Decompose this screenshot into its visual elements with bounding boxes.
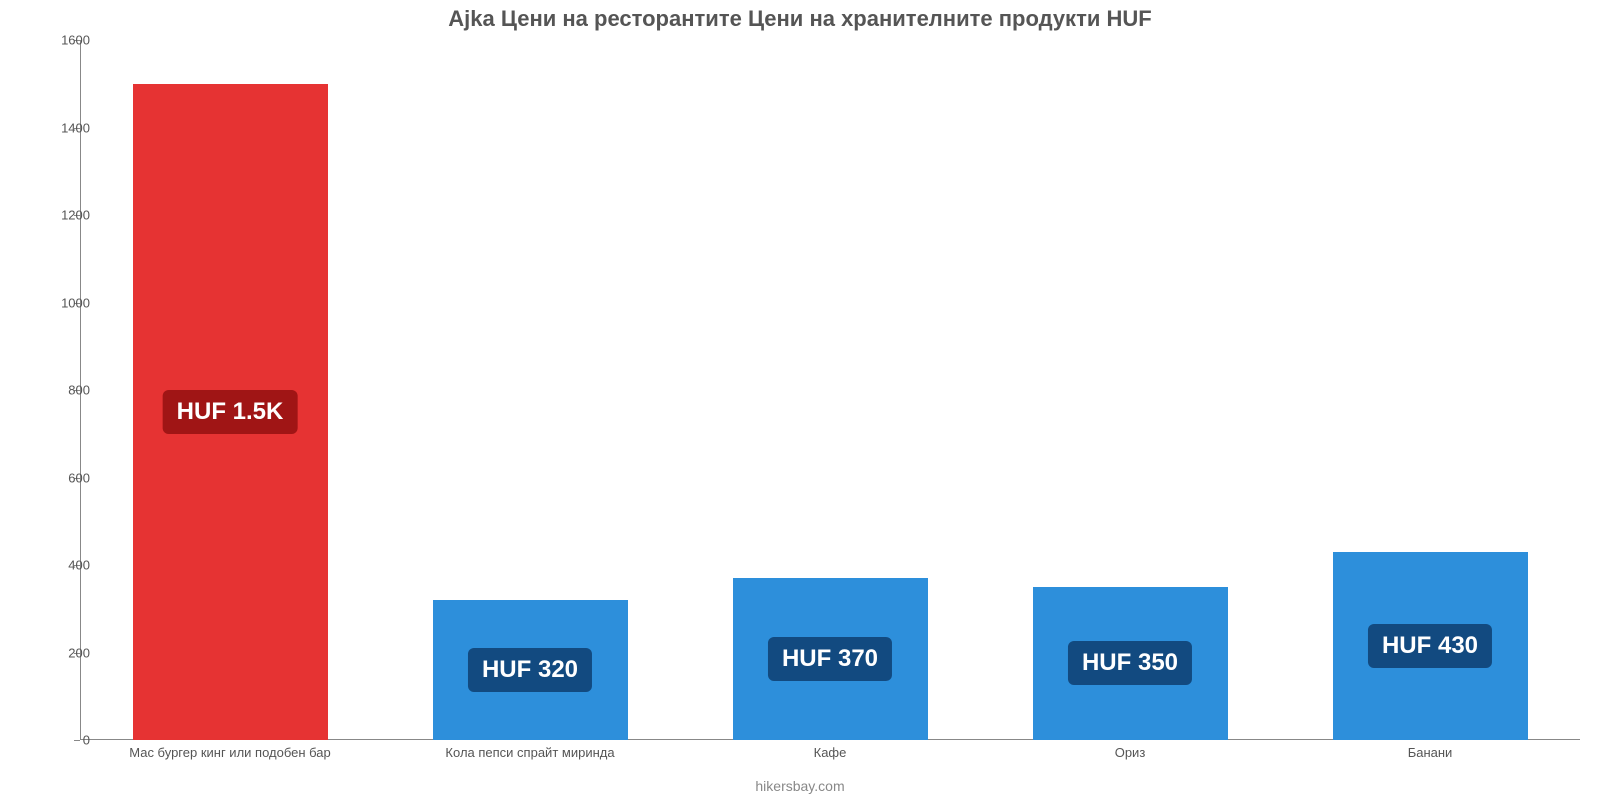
y-axis-label: 200 bbox=[68, 645, 90, 660]
bars-container: HUF 1.5K HUF 320 HUF 370 HUF 350 HUF 430 bbox=[80, 40, 1580, 740]
y-axis-label: 1200 bbox=[61, 208, 90, 223]
y-axis-label: 1000 bbox=[61, 295, 90, 310]
x-axis-label: Кафе bbox=[814, 745, 847, 760]
y-axis-label: 1400 bbox=[61, 120, 90, 135]
value-label: HUF 320 bbox=[468, 648, 592, 692]
x-axis-label: Банани bbox=[1408, 745, 1453, 760]
x-axis-label: Ориз bbox=[1115, 745, 1146, 760]
price-bar-chart: Ajka Цени на ресторантите Цени на хранит… bbox=[0, 0, 1600, 800]
y-axis-label: 1600 bbox=[61, 33, 90, 48]
y-axis-label: 0 bbox=[83, 733, 90, 748]
y-axis-label: 400 bbox=[68, 558, 90, 573]
x-axis-label: Мас бургер кинг или подобен бар bbox=[129, 745, 331, 760]
y-axis-label: 600 bbox=[68, 470, 90, 485]
chart-source: hikersbay.com bbox=[0, 778, 1600, 794]
value-label: HUF 1.5K bbox=[163, 390, 298, 434]
y-axis-label: 800 bbox=[68, 383, 90, 398]
value-label: HUF 430 bbox=[1368, 624, 1492, 668]
value-label: HUF 350 bbox=[1068, 641, 1192, 685]
plot-area: HUF 1.5K HUF 320 HUF 370 HUF 350 HUF 430 bbox=[80, 40, 1580, 740]
value-label: HUF 370 bbox=[768, 637, 892, 681]
chart-title: Ajka Цени на ресторантите Цени на хранит… bbox=[0, 6, 1600, 32]
x-axis-label: Кола пепси спрайт миринда bbox=[445, 745, 614, 760]
y-tick bbox=[74, 740, 80, 741]
